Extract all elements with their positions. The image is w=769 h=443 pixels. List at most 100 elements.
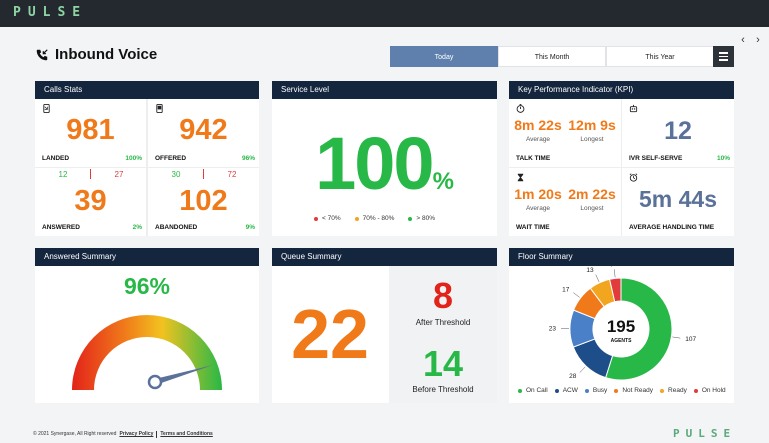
ivr-value: 12 — [664, 117, 692, 145]
abandoned-card: 30 72 102 ABANDONED 9% — [148, 168, 259, 236]
menu-button[interactable] — [713, 46, 734, 67]
abandoned-pct: 9% — [245, 224, 255, 231]
answered-pct: 2% — [132, 224, 142, 231]
abandoned-out-threshold: 72 — [227, 170, 237, 179]
floor-legend-item: Busy — [584, 387, 608, 394]
legend-label: Ready — [668, 387, 687, 394]
prev-page-button[interactable]: ‹ — [741, 34, 745, 46]
talk-time-average: 8m 22s — [514, 117, 562, 133]
privacy-policy-link[interactable]: Privacy Policy — [119, 431, 154, 437]
aht-card: 5m 44s AVERAGE HANDLING TIME — [622, 168, 734, 236]
donut-value-label: 23 — [549, 325, 557, 332]
terms-link[interactable]: Terms and Conditions — [160, 431, 213, 437]
answered-card: 12 27 39 ANSWERED 2% — [35, 168, 146, 236]
offered-card: 942 OFFERED 96% — [148, 99, 259, 167]
answered-gauge — [72, 315, 222, 390]
talk-time-average-label: Average — [525, 136, 551, 143]
legend-label: Busy — [592, 387, 608, 394]
period-tabs: Today This Month This Year — [390, 46, 714, 67]
donut-leader-line — [672, 336, 681, 339]
floor-summary-panel: Floor Summary 107 28 23 17 13 7 195 AGENTS On… — [509, 248, 734, 403]
donut-value-label: 107 — [685, 336, 696, 343]
legend-item: < 70% — [314, 215, 341, 222]
next-page-button[interactable]: › — [756, 34, 760, 46]
offered-value: 942 — [179, 114, 228, 146]
abandoned-in-threshold: 30 — [171, 170, 181, 179]
queue-total-cell: 22 — [272, 266, 388, 403]
before-threshold-value: 14 — [422, 343, 464, 384]
hamburger-icon — [719, 52, 728, 54]
ivr-card: 12 IVR SELF-SERVE 10% — [622, 99, 734, 167]
wait-time-card: 1m 20s Average 2m 22s Longest WAIT TIME — [509, 168, 621, 236]
tab-this-year[interactable]: This Year — [606, 46, 714, 67]
hourglass-icon — [517, 173, 524, 182]
inbound-call-icon — [36, 48, 48, 60]
landed-value: 981 — [66, 114, 115, 146]
aht-value: 5m 44s — [638, 186, 717, 212]
legend-dot-icon — [584, 388, 589, 393]
footer-divider — [156, 431, 158, 438]
phone-incoming-icon — [43, 104, 50, 113]
before-threshold-label: Before Threshold — [412, 385, 474, 394]
floor-total-value: 195 — [607, 317, 635, 336]
answered-summary-panel: Answered Summary 96% — [35, 248, 259, 403]
floor-legend-item: Ready — [660, 387, 687, 394]
floor-legend: On Call ACW Busy Not Ready Ready On Hold — [518, 387, 733, 394]
answered-summary-header: Answered Summary — [35, 248, 259, 266]
abandoned-divider — [203, 169, 204, 179]
robot-icon — [629, 104, 638, 113]
kpi-header: Key Performance Indicator (KPI) — [509, 81, 734, 99]
legend-dot-icon — [660, 388, 665, 393]
ivr-pct: 10% — [716, 155, 730, 162]
wait-time-longest: 2m 22s — [568, 186, 616, 202]
landed-card: 981 LANDED 100% — [35, 99, 146, 167]
legend-item: > 80% — [408, 215, 435, 222]
calls-stats-header: Calls Stats — [35, 81, 259, 99]
wait-time-label: WAIT TIME — [516, 224, 550, 231]
legend-dot-icon — [614, 388, 619, 393]
donut-value-label: 28 — [569, 373, 577, 380]
answered-label: ANSWERED — [42, 224, 80, 231]
legend-dot-icon — [554, 388, 559, 393]
answered-value: 39 — [74, 185, 107, 217]
top-bar: PULSE — [0, 0, 769, 27]
red-dot-icon — [314, 216, 318, 221]
after-threshold-value: 8 — [432, 275, 454, 316]
aht-label: AVERAGE HANDLING TIME — [629, 224, 715, 231]
service-level-header: Service Level — [272, 81, 497, 99]
legend-dot-icon — [518, 388, 522, 393]
talk-time-longest-label: Longest — [580, 136, 604, 143]
copyright-text: © 2021 Synergase, All Right reserved — [33, 431, 117, 437]
floor-legend-item: Not Ready — [614, 387, 653, 394]
tab-today[interactable]: Today — [390, 46, 498, 67]
offered-pct: 96% — [241, 155, 255, 162]
floor-summary-header: Floor Summary — [509, 248, 734, 266]
floor-legend-item: On Call — [518, 387, 548, 394]
stopwatch-icon — [516, 104, 525, 113]
talk-time-longest: 12m 9s — [568, 117, 616, 133]
service-level-panel: Service Level 100% < 70% 70% - 80% > 80% — [272, 81, 497, 236]
legend-label: ACW — [562, 387, 578, 394]
ivr-label: IVR SELF-SERVE — [629, 155, 683, 162]
talk-time-card: 8m 22s Average 12m 9s Longest TALK TIME — [509, 99, 621, 167]
landed-label: LANDED — [42, 155, 70, 162]
queue-summary-header: Queue Summary — [272, 248, 497, 266]
kpi-panel: Key Performance Indicator (KPI) 8m 22s A… — [509, 81, 734, 236]
queue-threshold-cell: 8 After Threshold 14 Before Threshold — [389, 266, 497, 403]
floor-total-label: AGENTS — [611, 338, 633, 344]
pulse-logo[interactable]: PULSE — [13, 5, 88, 20]
queue-summary-panel: Queue Summary 22 8 After Threshold 14 Be… — [272, 248, 497, 403]
donut-leader-line — [573, 292, 580, 298]
donut-value-label: 7 — [610, 266, 614, 268]
donut-value-label: 17 — [562, 287, 570, 294]
donut-value-label: 13 — [586, 267, 594, 274]
gauge-hub — [147, 374, 163, 390]
legend-label: Not Ready — [622, 387, 654, 394]
tab-this-month[interactable]: This Month — [498, 46, 606, 67]
abandoned-label: ABANDONED — [155, 224, 198, 231]
legend-label: On Hold — [701, 387, 726, 394]
legend-dot-icon — [693, 388, 698, 393]
floor-donut-chart: 107 28 23 17 13 7 195 AGENTS — [549, 266, 696, 381]
after-threshold-label: After Threshold — [415, 318, 471, 327]
calls-stats-panel: Calls Stats 981 LANDED 100% 942 OFFERED … — [35, 81, 259, 236]
